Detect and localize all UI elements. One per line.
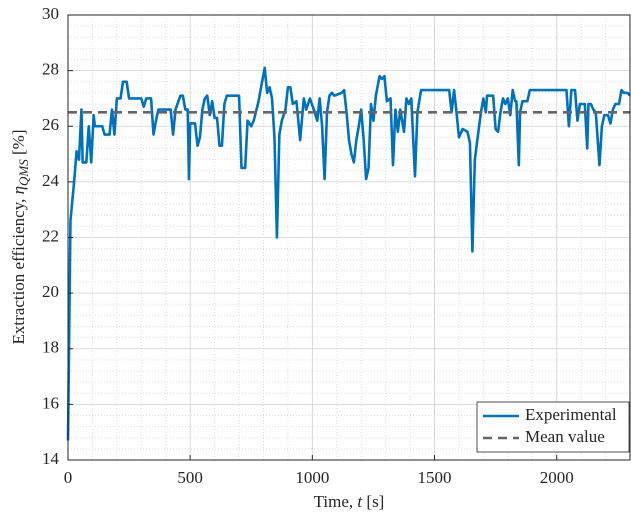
- y-tick-label: 16: [42, 393, 59, 412]
- x-label-unit: [s]: [362, 492, 384, 511]
- legend-label: Mean value: [525, 427, 605, 446]
- y-tick-label: 24: [42, 171, 60, 190]
- legend-box: [476, 401, 630, 453]
- y-label-subscript: QMS: [16, 159, 31, 186]
- y-label-text: Extraction efficiency,: [9, 194, 28, 344]
- x-label-symbol: t: [357, 492, 363, 511]
- y-label-symbol: η: [9, 186, 28, 194]
- y-label-unit: [%]: [9, 130, 28, 160]
- plot-lines: [66, 66, 631, 441]
- x-tick-label: 2000: [540, 468, 574, 487]
- series-line: [66, 66, 631, 441]
- x-tick-label: 500: [177, 468, 203, 487]
- y-axis-label: Extraction efficiency, ηQMS [%]: [9, 130, 31, 345]
- x-label-text: Time,: [314, 492, 358, 511]
- legend-label: Experimental: [525, 405, 617, 424]
- y-tick-label: 22: [42, 226, 59, 245]
- x-axis-label: Time, t [s]: [314, 492, 385, 511]
- y-tick-label: 18: [42, 338, 59, 357]
- y-tick-label: 30: [42, 4, 59, 23]
- y-tick-label: 20: [42, 282, 59, 301]
- x-tick-label: 1000: [295, 468, 329, 487]
- x-tick-label: 1500: [418, 468, 452, 487]
- y-tick-label: 28: [42, 60, 59, 79]
- x-tick-label: 0: [64, 468, 73, 487]
- y-tick-label: 26: [42, 115, 59, 134]
- y-tick-label: 14: [42, 449, 60, 468]
